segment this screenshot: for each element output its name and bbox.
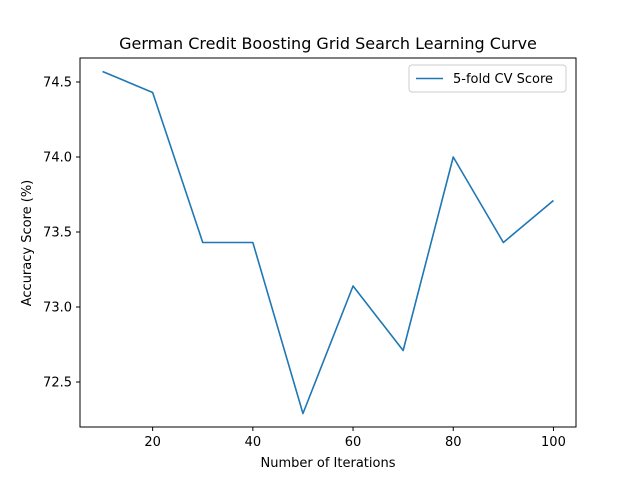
series-line <box>102 70 554 415</box>
legend-label: 5-fold CV Score <box>453 72 553 87</box>
x-tick-label: 100 <box>541 435 566 450</box>
x-tick-label: 40 <box>245 435 262 450</box>
x-tick-label: 60 <box>345 435 362 450</box>
chart-title: German Credit Boosting Grid Search Learn… <box>119 34 537 53</box>
y-tick-label: 73.5 <box>43 226 72 241</box>
y-axis-label: Accuracy Score (%) <box>20 180 35 307</box>
x-tick-label: 20 <box>144 435 161 450</box>
y-tick-label: 74.0 <box>43 151 72 166</box>
y-tick-label: 73.0 <box>43 301 72 316</box>
y-tick-label: 72.5 <box>43 376 72 391</box>
x-tick-label: 80 <box>445 435 462 450</box>
legend-box <box>408 64 567 93</box>
plot-frame <box>79 57 577 428</box>
y-tick-label: 74.5 <box>43 76 72 91</box>
x-axis-label: Number of Iterations <box>261 456 396 471</box>
